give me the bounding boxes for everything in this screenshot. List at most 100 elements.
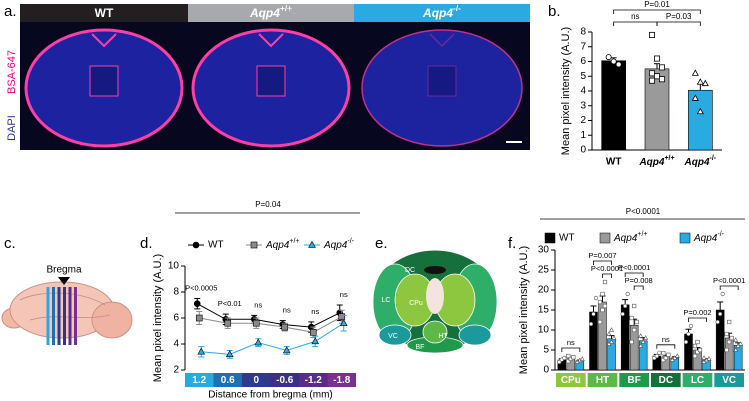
- y-tick-label: 7: [580, 41, 586, 52]
- data-point: [629, 339, 634, 345]
- category-box: [185, 373, 214, 387]
- data-point: [649, 31, 656, 38]
- data-point: [625, 291, 630, 297]
- panel-letter: e.: [375, 235, 388, 252]
- data-point: [634, 319, 639, 325]
- data-point: [311, 337, 320, 345]
- data-point: [666, 352, 671, 357]
- significance-bracket: [602, 273, 612, 278]
- legend-swatch: [679, 232, 691, 244]
- y-tick-label: 0: [543, 365, 549, 376]
- data-point: [686, 331, 691, 337]
- data-point: [727, 319, 732, 325]
- data-point: [193, 300, 201, 308]
- significance-label: P=0.03: [666, 12, 692, 21]
- genotype-bar: [354, 4, 530, 22]
- data-point: [566, 353, 571, 359]
- coronal-atlas: [372, 249, 498, 354]
- data-point: [600, 307, 605, 313]
- x-tick-label: CPu: [561, 375, 581, 386]
- data-point: [724, 347, 729, 353]
- panel-letter: a.: [4, 3, 17, 20]
- data-point: [282, 346, 291, 354]
- data-point: [638, 343, 644, 348]
- data-point: [695, 339, 700, 345]
- data-point: [696, 78, 704, 85]
- legend-label: Aqp4-/-: [693, 231, 725, 243]
- significance-bracket: [719, 285, 739, 290]
- significance-bracket: [688, 317, 707, 322]
- y-tick-label: 1: [580, 130, 586, 141]
- y-tick-label: 20: [538, 285, 550, 296]
- data-point: [727, 339, 732, 345]
- significance-bracket: [561, 347, 581, 352]
- region-label: BF: [416, 344, 425, 351]
- y-tick-label: 4: [173, 339, 179, 350]
- top-annotation: P=0.04: [255, 200, 281, 209]
- brain-slice: [191, 28, 351, 148]
- data-point: [649, 77, 656, 84]
- data-point: [588, 321, 594, 327]
- significance-bracket: [624, 272, 644, 277]
- y-tick-label: 10: [538, 325, 550, 336]
- data-point: [593, 295, 599, 301]
- bar: [644, 68, 670, 151]
- data-point: [254, 338, 263, 346]
- category-box: [587, 373, 618, 387]
- data-point: [691, 94, 699, 101]
- series-line: [199, 316, 342, 333]
- y-axis-title: Mean pixel intensity (A.U.): [518, 246, 530, 374]
- x-tick-label: -1.8: [333, 375, 351, 386]
- x-tick-label: Aqp4+/+: [638, 155, 674, 167]
- y-tick-label: 2: [580, 115, 586, 126]
- region-label: HT: [438, 333, 448, 340]
- data-point: [724, 331, 729, 337]
- significance-label: ns: [662, 335, 670, 344]
- significance-label: ns: [340, 290, 348, 299]
- category-box: [299, 373, 328, 387]
- region-label: CPu: [409, 300, 423, 307]
- significance-bracket: [656, 21, 701, 26]
- genotype-label: WT: [95, 6, 114, 20]
- data-point: [643, 335, 649, 340]
- data-point: [605, 54, 612, 61]
- x-tick-label: VC: [722, 375, 736, 386]
- significance-bracket: [593, 260, 612, 265]
- bregma-label: Bregma: [46, 265, 81, 276]
- data-point: [615, 61, 622, 68]
- significance-label: ns: [254, 300, 262, 309]
- data-point: [688, 323, 694, 329]
- data-point: [597, 319, 603, 325]
- category-box: [651, 373, 681, 387]
- x-tick-label: -0.6: [276, 375, 294, 386]
- y-tick-label: 0: [580, 145, 586, 156]
- panel-letter: c.: [4, 235, 16, 252]
- y-tick-label: 25: [538, 265, 550, 276]
- data-point: [629, 315, 634, 321]
- series-line: [201, 322, 345, 355]
- significance-label: P<0.0001: [713, 276, 745, 285]
- data-point: [663, 355, 668, 361]
- data-point: [224, 319, 232, 327]
- data-point: [638, 333, 644, 338]
- data-point: [309, 328, 317, 336]
- data-point: [197, 347, 206, 355]
- bar: [715, 309, 725, 371]
- bar: [601, 60, 626, 151]
- data-point: [733, 337, 739, 342]
- significance-label: P<0.01: [218, 299, 242, 308]
- significance-label: ns: [567, 338, 575, 347]
- significance-label: ns: [283, 306, 291, 315]
- x-tick-label: BF: [627, 375, 640, 386]
- legend-label: Aqp4+/+: [265, 238, 299, 250]
- significance-label: P=0.002: [683, 308, 711, 317]
- data-point: [701, 79, 709, 87]
- x-tick-label: HT: [596, 375, 609, 386]
- legend-marker: [192, 241, 200, 249]
- data-point: [659, 76, 666, 83]
- legend-label: Aqp4+/+: [613, 231, 647, 243]
- data-point: [654, 73, 661, 80]
- data-point: [654, 55, 661, 62]
- genotype-label: Aqp4-/-: [422, 3, 461, 20]
- x-tick-label: DC: [659, 375, 673, 386]
